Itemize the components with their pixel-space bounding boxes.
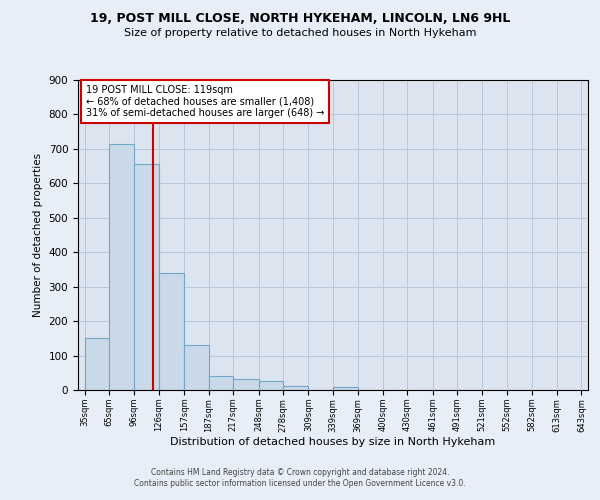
- Bar: [159, 273, 184, 390]
- Text: 19, POST MILL CLOSE, NORTH HYKEHAM, LINCOLN, LN6 9HL: 19, POST MILL CLOSE, NORTH HYKEHAM, LINC…: [90, 12, 510, 26]
- Bar: [134, 164, 159, 390]
- Text: 19 POST MILL CLOSE: 119sqm
← 68% of detached houses are smaller (1,408)
31% of s: 19 POST MILL CLOSE: 119sqm ← 68% of deta…: [86, 85, 325, 118]
- Bar: [283, 386, 308, 390]
- Bar: [333, 387, 358, 390]
- X-axis label: Distribution of detached houses by size in North Hykeham: Distribution of detached houses by size …: [170, 437, 496, 447]
- Bar: [233, 378, 259, 390]
- Bar: [209, 376, 233, 390]
- Text: Contains HM Land Registry data © Crown copyright and database right 2024.
Contai: Contains HM Land Registry data © Crown c…: [134, 468, 466, 487]
- Bar: [109, 144, 134, 390]
- Y-axis label: Number of detached properties: Number of detached properties: [33, 153, 43, 317]
- Bar: [184, 345, 209, 390]
- Bar: [259, 380, 283, 390]
- Text: Size of property relative to detached houses in North Hykeham: Size of property relative to detached ho…: [124, 28, 476, 38]
- Bar: [85, 338, 109, 390]
